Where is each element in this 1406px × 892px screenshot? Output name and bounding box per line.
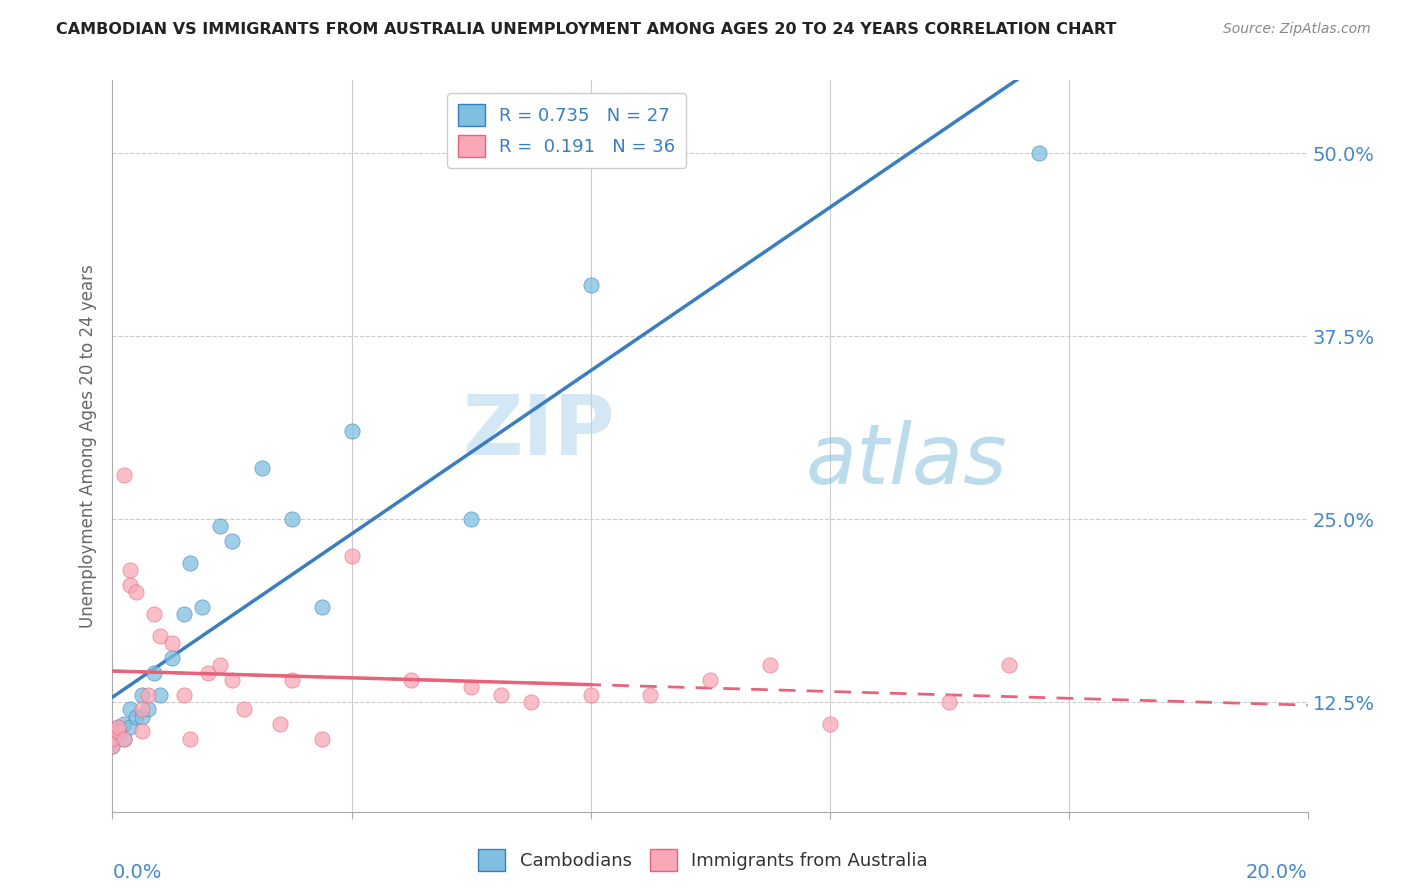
Point xyxy=(173,688,195,702)
Point xyxy=(120,720,142,734)
Point xyxy=(114,731,135,746)
Point xyxy=(460,681,482,695)
Point xyxy=(101,739,124,753)
Point xyxy=(1028,146,1050,161)
Point xyxy=(114,468,135,483)
Text: ZIP: ZIP xyxy=(463,391,614,472)
Point xyxy=(281,673,304,687)
Point xyxy=(759,658,782,673)
Point xyxy=(120,578,142,592)
Point xyxy=(131,688,153,702)
Point xyxy=(311,731,333,746)
Point xyxy=(143,665,166,680)
Point xyxy=(998,658,1021,673)
Point xyxy=(281,512,304,526)
Point xyxy=(173,607,195,622)
Point xyxy=(250,461,273,475)
Point xyxy=(938,695,960,709)
Point xyxy=(101,731,124,746)
Point xyxy=(143,607,166,622)
Point xyxy=(209,658,232,673)
Point xyxy=(340,549,363,563)
Text: 20.0%: 20.0% xyxy=(1246,863,1308,882)
Point xyxy=(489,688,512,702)
Point xyxy=(149,688,172,702)
Point xyxy=(460,512,482,526)
Y-axis label: Unemployment Among Ages 20 to 24 years: Unemployment Among Ages 20 to 24 years xyxy=(79,264,97,628)
Point xyxy=(191,599,214,614)
Point xyxy=(233,702,256,716)
Point xyxy=(131,709,153,723)
Point xyxy=(162,651,183,665)
Point xyxy=(818,717,841,731)
Point xyxy=(340,425,363,439)
Point xyxy=(114,717,135,731)
Point xyxy=(125,585,148,599)
Point xyxy=(114,731,135,746)
Point xyxy=(101,731,124,746)
Point xyxy=(269,717,291,731)
Point xyxy=(107,724,129,739)
Point xyxy=(120,702,142,716)
Point xyxy=(640,688,662,702)
Point xyxy=(125,709,148,723)
Point xyxy=(520,695,543,709)
Point xyxy=(401,673,423,687)
Point xyxy=(221,534,243,549)
Point xyxy=(107,720,129,734)
Text: 0.0%: 0.0% xyxy=(112,863,162,882)
Point xyxy=(131,702,153,716)
Point xyxy=(101,739,124,753)
Point xyxy=(138,688,160,702)
Legend: Cambodians, Immigrants from Australia: Cambodians, Immigrants from Australia xyxy=(471,842,935,879)
Point xyxy=(107,720,129,734)
Point xyxy=(131,724,153,739)
Point xyxy=(179,731,201,746)
Point xyxy=(579,688,602,702)
Point xyxy=(699,673,721,687)
Point xyxy=(120,563,142,577)
Text: Source: ZipAtlas.com: Source: ZipAtlas.com xyxy=(1223,22,1371,37)
Text: CAMBODIAN VS IMMIGRANTS FROM AUSTRALIA UNEMPLOYMENT AMONG AGES 20 TO 24 YEARS CO: CAMBODIAN VS IMMIGRANTS FROM AUSTRALIA U… xyxy=(56,22,1116,37)
Point xyxy=(107,724,129,739)
Point xyxy=(221,673,243,687)
Point xyxy=(311,599,333,614)
Point xyxy=(579,278,602,293)
Legend: R = 0.735   N = 27, R =  0.191   N = 36: R = 0.735 N = 27, R = 0.191 N = 36 xyxy=(447,93,686,168)
Point xyxy=(138,702,160,716)
Point xyxy=(209,519,232,533)
Point xyxy=(162,636,183,650)
Point xyxy=(197,665,219,680)
Text: atlas: atlas xyxy=(806,420,1007,501)
Point xyxy=(179,556,201,570)
Point xyxy=(149,629,172,643)
